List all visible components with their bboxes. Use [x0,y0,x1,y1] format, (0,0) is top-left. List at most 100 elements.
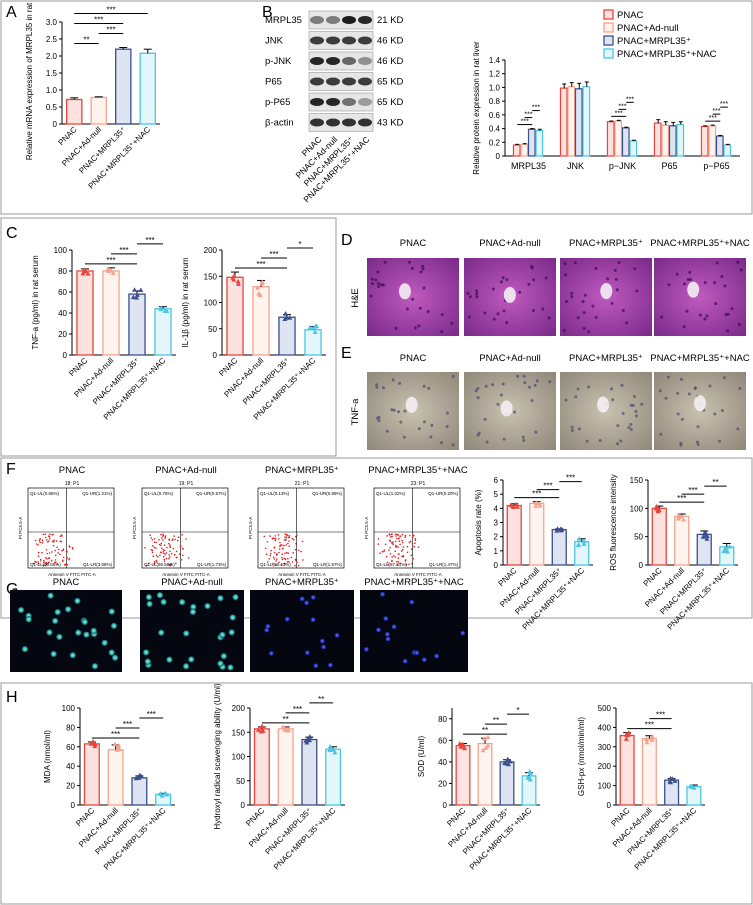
cell [101,639,108,646]
event-dot [160,542,163,545]
bar [719,546,735,566]
nucleus [616,424,620,428]
nucleus [483,311,487,315]
event-dot [164,553,167,556]
y-tick-label: 0 [496,152,501,161]
event-dot [187,557,190,559]
event-dot [396,560,398,563]
cell [421,657,427,663]
bar [614,120,623,157]
nucleus [496,312,500,316]
nucleus [696,425,700,429]
event-dot [177,536,180,539]
event-dot [155,554,158,557]
y-tick-label: 0 [63,351,68,360]
sig-label: *** [532,105,540,112]
nucleus [695,440,699,444]
nucleus [394,326,398,330]
band-label: P65 [265,77,282,88]
y-tick-label: 40 [438,758,447,767]
event-dot [269,554,272,557]
nucleus [713,412,717,416]
event-dot [155,541,158,544]
nucleus [445,411,449,415]
sig-label: ** [482,726,488,735]
blot-band [342,36,356,45]
event-dot [45,548,48,551]
data-point [681,517,687,522]
cell [188,656,195,663]
event-dot [275,554,278,556]
flow-gate: 21: P1 [295,481,310,487]
y-tick-label: 0.2 [489,138,501,147]
sig-label: * [516,706,519,715]
quadrant-ll: Q1-LL(96.41%) [260,562,291,567]
cell [220,652,228,660]
data-point [527,768,533,774]
event-dot [288,535,291,537]
bar [506,504,522,566]
nucleus [405,307,409,311]
event-dot [40,560,42,562]
data-point [575,542,581,548]
nucleus [522,374,526,378]
event-dot [45,556,47,559]
data-point [689,783,695,789]
y-tick-label: 40 [66,762,75,771]
panel-letter-e: E [341,345,352,362]
event-dot [274,539,277,542]
data-point [581,541,587,546]
fluorescence-title: PNAC+Ad-null [161,577,223,588]
sig-label: *** [147,710,156,719]
event-dot [162,535,164,537]
data-point [483,745,489,750]
nucleus [564,398,568,402]
blot-band [342,77,356,86]
data-point [623,732,629,737]
nucleus [615,288,619,292]
y-tick-label: 2.5 [46,35,58,44]
sig-label: *** [145,236,154,245]
band-label: MRPL35 [265,15,302,26]
blot-band [310,118,324,127]
nucleus [619,439,623,443]
nucleus [582,311,586,315]
nucleus [634,414,638,418]
event-dot [151,545,154,547]
event-dot [414,537,417,540]
data-point [235,281,241,286]
flow-title: PNAC+Ad-null [155,465,217,476]
event-dot [46,558,48,560]
panel-letter-b: B [262,4,273,21]
nucleus [381,283,385,287]
event-dot [396,563,399,566]
event-dot [288,540,290,542]
sig-label: *** [543,482,552,491]
nucleus [477,431,481,435]
event-dot [285,538,287,540]
event-dot [379,552,381,554]
blot-band [310,36,324,45]
y-tick-label: 1.0 [46,86,58,95]
nucleus [440,441,444,445]
event-dot [50,559,53,562]
event-dot [47,535,50,537]
event-dot [394,550,397,553]
event-dot [65,563,67,566]
event-dot [160,544,162,547]
cell [284,616,290,622]
flow-gate: 19: P1 [179,481,194,487]
nucleus [570,425,574,429]
y-tick-label: 0 [639,561,644,570]
nucleus [423,420,427,424]
data-point [672,778,678,783]
column-header: PNAC [400,238,427,249]
nucleus [516,374,520,378]
event-dot [287,552,290,554]
data-point [130,294,136,300]
row-label: H&E [350,288,361,308]
data-point [704,533,710,539]
event-dot [393,555,395,557]
sig-label: ** [712,478,718,487]
nucleus [474,389,478,393]
